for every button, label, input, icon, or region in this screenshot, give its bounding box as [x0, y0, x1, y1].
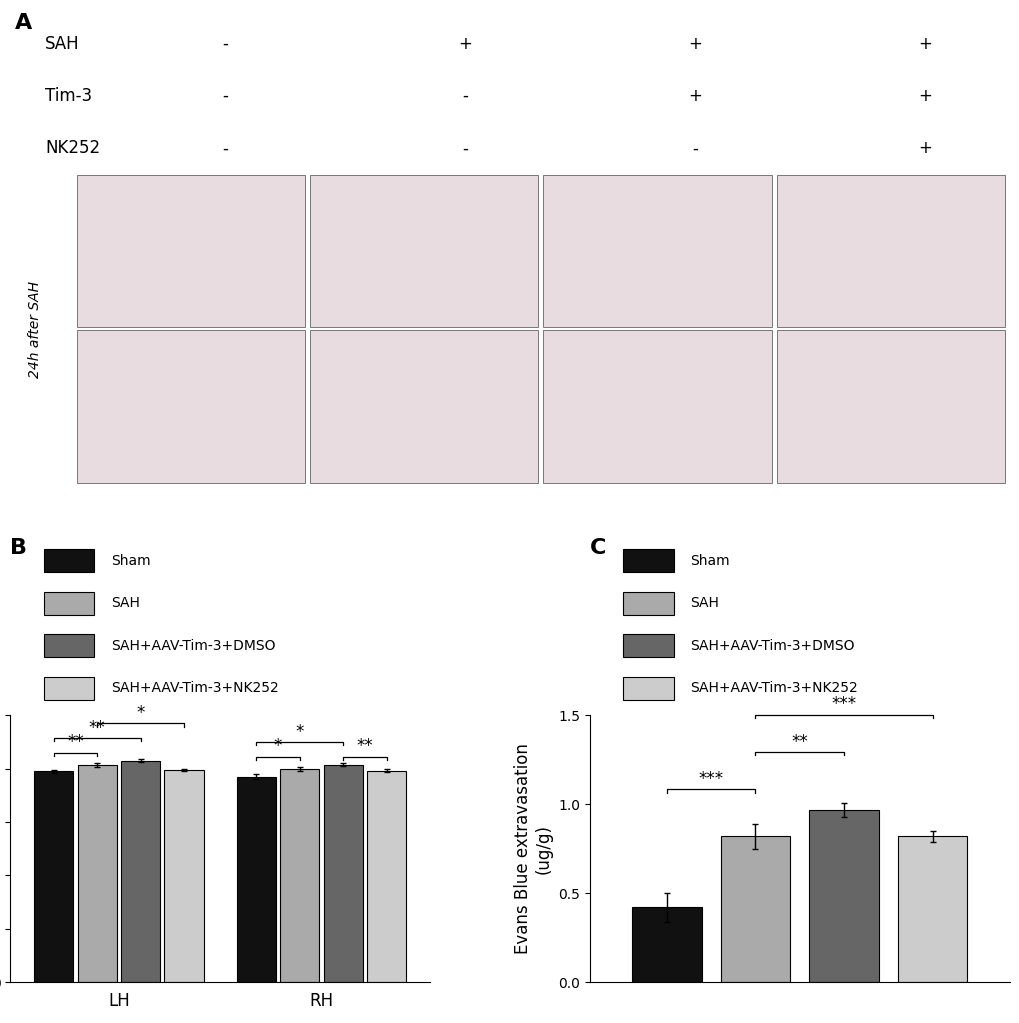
Text: +: + — [687, 35, 701, 52]
Bar — [77, 765, 116, 982]
Bar — [44, 549, 94, 572]
Text: *: * — [274, 738, 282, 755]
Bar — [623, 549, 674, 572]
Text: ***: *** — [830, 696, 856, 713]
Text: +: + — [917, 35, 931, 52]
Bar — [623, 634, 674, 658]
Text: Sham: Sham — [690, 553, 730, 568]
Bar — [280, 769, 319, 982]
Text: +: + — [917, 139, 931, 158]
Bar — [720, 837, 790, 982]
FancyBboxPatch shape — [310, 330, 538, 483]
FancyBboxPatch shape — [77, 175, 305, 326]
FancyBboxPatch shape — [775, 330, 1004, 483]
Text: **: ** — [67, 733, 84, 751]
Bar — [44, 592, 94, 615]
Bar — [44, 634, 94, 658]
Text: Tim-3: Tim-3 — [45, 87, 93, 105]
Text: ***: *** — [698, 770, 723, 788]
Text: -: - — [222, 87, 228, 105]
Bar — [632, 907, 701, 982]
Text: **: ** — [89, 718, 105, 737]
Text: SAH+AAV-Tim-3+DMSO: SAH+AAV-Tim-3+DMSO — [111, 639, 275, 653]
Text: Sham: Sham — [111, 553, 151, 568]
FancyBboxPatch shape — [77, 330, 305, 483]
Text: SAH: SAH — [45, 35, 79, 52]
Text: +: + — [458, 35, 472, 52]
Text: A: A — [15, 12, 33, 33]
Text: -: - — [222, 139, 228, 158]
Bar — [897, 837, 966, 982]
Bar — [623, 677, 674, 700]
Text: B: B — [10, 538, 28, 558]
Text: SAH: SAH — [111, 596, 140, 611]
Text: **: ** — [791, 732, 807, 751]
Bar — [34, 771, 73, 982]
Bar — [809, 809, 878, 982]
Text: -: - — [462, 139, 468, 158]
Y-axis label: Evans Blue extravasation
(ug/g): Evans Blue extravasation (ug/g) — [514, 744, 552, 954]
Text: SAH+AAV-Tim-3+NK252: SAH+AAV-Tim-3+NK252 — [111, 681, 278, 696]
Text: **: ** — [357, 738, 373, 755]
Text: -: - — [462, 87, 468, 105]
FancyBboxPatch shape — [543, 175, 771, 326]
Text: SAH: SAH — [690, 596, 718, 611]
Bar — [164, 770, 204, 982]
Bar — [323, 765, 363, 982]
Text: NK252: NK252 — [45, 139, 100, 158]
Text: SAH+AAV-Tim-3+DMSO: SAH+AAV-Tim-3+DMSO — [690, 639, 854, 653]
Bar — [236, 776, 276, 982]
Text: +: + — [687, 87, 701, 105]
Bar — [623, 592, 674, 615]
Text: +: + — [917, 87, 931, 105]
FancyBboxPatch shape — [543, 330, 771, 483]
Bar — [367, 770, 406, 982]
Text: *: * — [296, 722, 304, 741]
FancyBboxPatch shape — [775, 175, 1004, 326]
Text: 24h after SAH: 24h after SAH — [29, 280, 42, 377]
Text: C: C — [589, 538, 605, 558]
Text: -: - — [691, 139, 697, 158]
Text: -: - — [222, 35, 228, 52]
Bar — [44, 677, 94, 700]
Text: SAH+AAV-Tim-3+NK252: SAH+AAV-Tim-3+NK252 — [690, 681, 858, 696]
Bar — [121, 761, 160, 982]
FancyBboxPatch shape — [310, 175, 538, 326]
Text: *: * — [137, 704, 145, 722]
